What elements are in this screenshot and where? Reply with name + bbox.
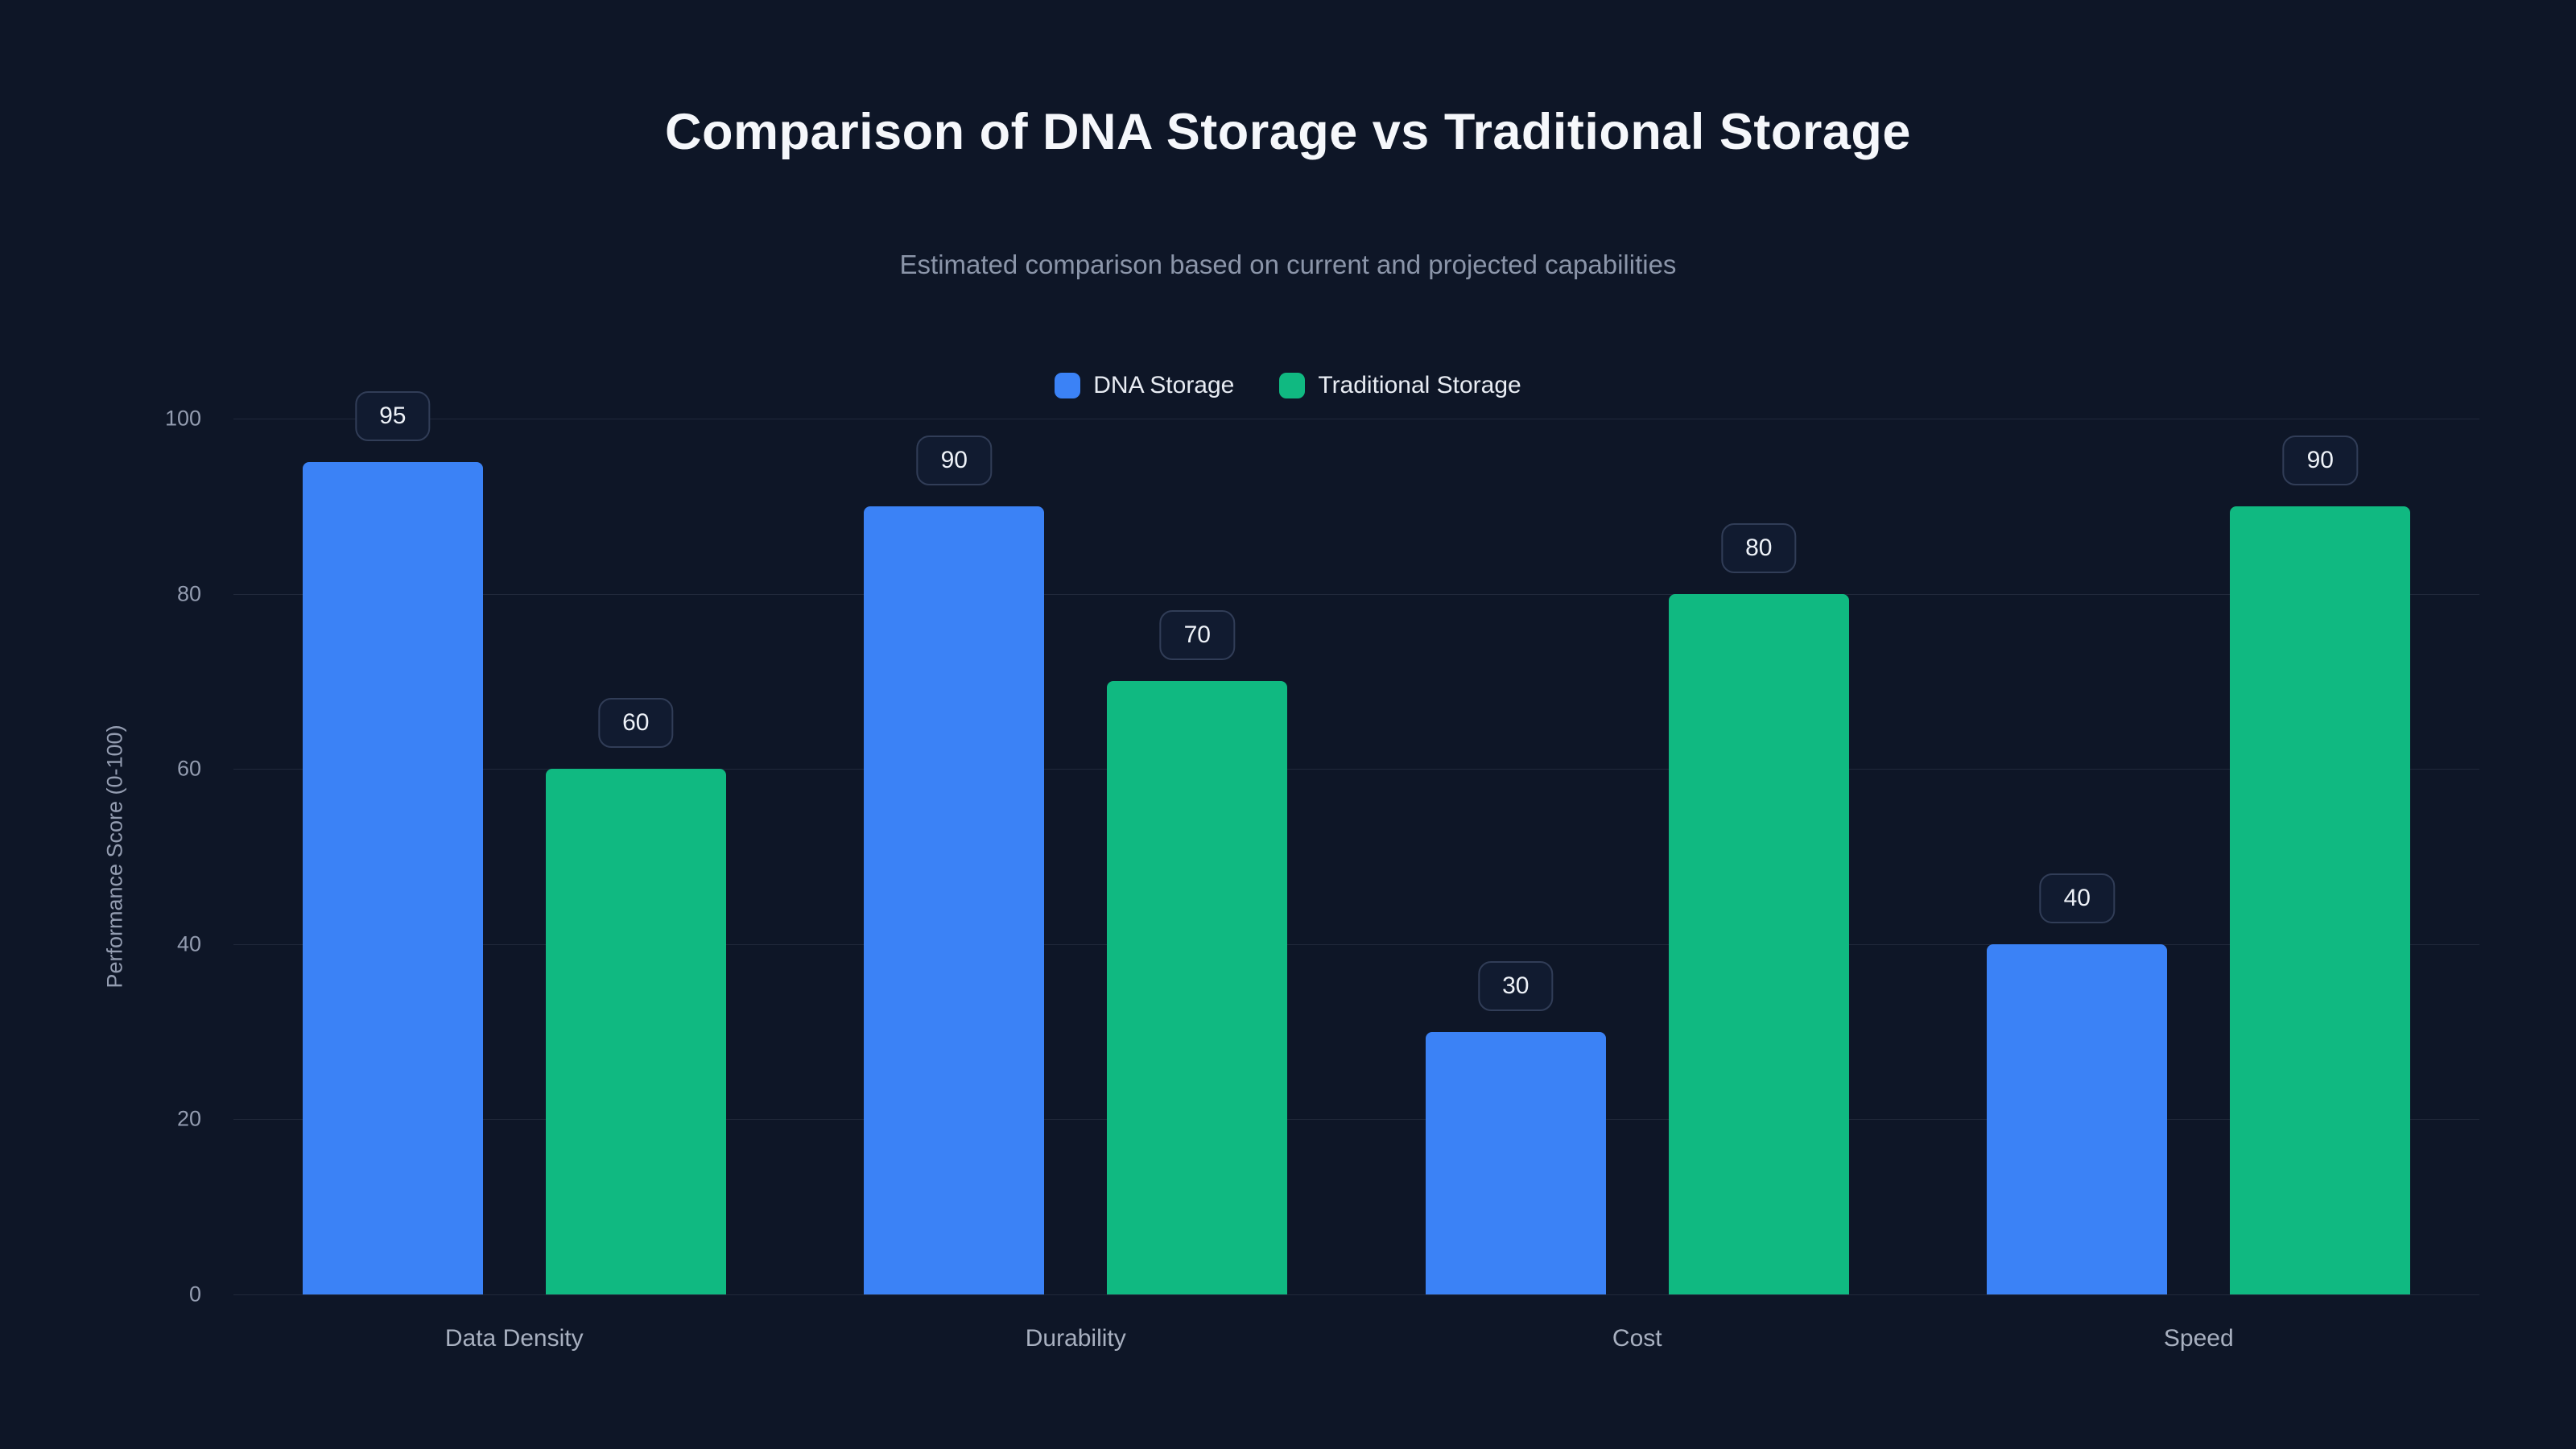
plot-area: 0 20 40 60 80 100 95 60 Data Density 90 70 Durabili… bbox=[165, 391, 2479, 1352]
x-category-label: Cost bbox=[1612, 1325, 1662, 1352]
legend-label: DNA Storage bbox=[1093, 372, 1235, 398]
bar-dna-storage-cost[interactable]: 30 bbox=[1425, 960, 1606, 1294]
gridline bbox=[233, 943, 2479, 945]
value-badge: 70 bbox=[1159, 610, 1235, 661]
gridline bbox=[233, 593, 2479, 595]
legend-swatch bbox=[1055, 373, 1081, 398]
bar-dna-storage-data-density[interactable]: 95 bbox=[302, 391, 483, 1294]
value-badge: 30 bbox=[1478, 960, 1554, 1011]
bar-dna-storage-durability[interactable]: 90 bbox=[864, 435, 1045, 1294]
x-category-label: Data Density bbox=[444, 1325, 584, 1352]
bar-traditional-storage-data-density[interactable]: 60 bbox=[545, 698, 726, 1294]
legend-item-traditional-storage[interactable]: Traditional Storage bbox=[1279, 372, 1521, 399]
legend-label: Traditional Storage bbox=[1318, 372, 1521, 398]
y-tick-label: 100 bbox=[164, 406, 201, 431]
bar-traditional-storage-cost[interactable]: 80 bbox=[1668, 522, 1849, 1294]
bar-dna-storage-speed[interactable]: 40 bbox=[1987, 873, 2168, 1294]
y-tick-label: 60 bbox=[176, 756, 201, 781]
bar-traditional-storage-speed[interactable]: 90 bbox=[2230, 435, 2411, 1294]
bar-group-speed: 40 90 bbox=[1987, 435, 2411, 1294]
y-tick-label: 40 bbox=[176, 931, 201, 956]
legend-item-dna-storage[interactable]: DNA Storage bbox=[1055, 372, 1234, 399]
chart-title: Comparison of DNA Storage vs Traditional… bbox=[665, 104, 1911, 160]
legend-swatch bbox=[1279, 373, 1306, 398]
bar-traditional-storage-durability[interactable]: 70 bbox=[1107, 610, 1288, 1294]
value-badge: 95 bbox=[355, 391, 431, 442]
x-category-label: Durability bbox=[1025, 1325, 1126, 1352]
chart-legend: DNA Storage Traditional Storage bbox=[0, 372, 2576, 399]
value-badge: 60 bbox=[598, 698, 674, 749]
value-badge: 40 bbox=[2039, 873, 2115, 923]
value-badge: 80 bbox=[1721, 522, 1797, 573]
chart-subtitle: Estimated comparison based on current an… bbox=[899, 250, 1677, 279]
x-category-label: Speed bbox=[2163, 1325, 2234, 1352]
y-tick-label: 20 bbox=[176, 1106, 201, 1131]
y-tick-label: 80 bbox=[176, 581, 201, 606]
y-tick-label: 0 bbox=[188, 1282, 201, 1307]
value-badge: 90 bbox=[2282, 435, 2358, 485]
value-badge: 90 bbox=[916, 435, 992, 485]
gridline bbox=[233, 769, 2479, 770]
bar-group-durability: 90 70 bbox=[864, 435, 1288, 1294]
gridline bbox=[233, 1119, 2479, 1121]
bar-group-data-density: 95 60 bbox=[302, 391, 726, 1294]
bar-group-cost: 30 80 bbox=[1425, 522, 1849, 1294]
gridline bbox=[233, 1294, 2479, 1295]
